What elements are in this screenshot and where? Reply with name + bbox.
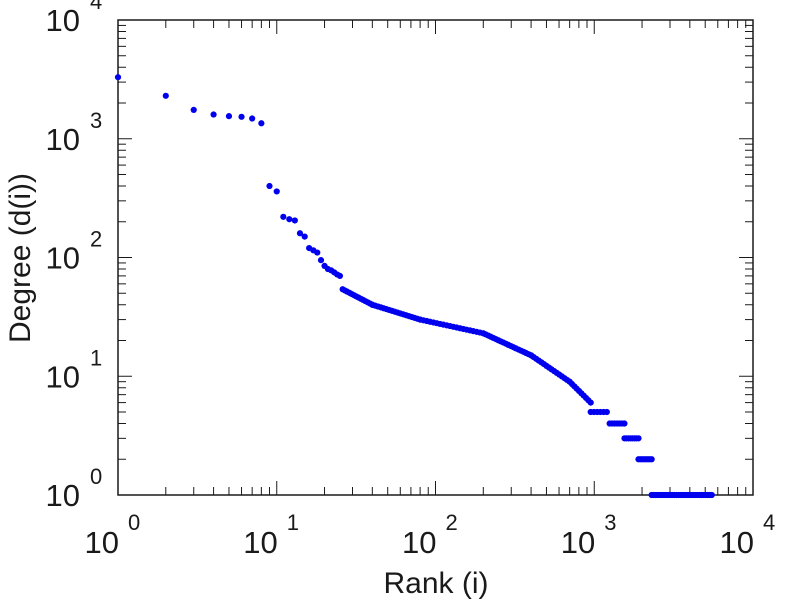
- data-point: [266, 182, 273, 190]
- data-point: [317, 257, 325, 264]
- y-tick-base: 10: [46, 359, 80, 394]
- y-tick-exponent: 0: [90, 464, 102, 489]
- data-point: [291, 217, 298, 224]
- x-tick-base: 10: [720, 525, 754, 560]
- y-tick-base: 10: [46, 478, 80, 513]
- data-point: [648, 456, 655, 463]
- data-point: [603, 408, 610, 416]
- x-tick-label: 10 4: [720, 510, 776, 560]
- x-tick-base: 10: [402, 525, 436, 560]
- y-tick-exponent: 3: [90, 108, 102, 133]
- data-point: [273, 188, 280, 195]
- plot-frame: [117, 19, 754, 496]
- data-point: [621, 420, 628, 427]
- y-tick-exponent: 2: [90, 227, 102, 252]
- y-tick-labels: 10 0 10 1 10 2 10 3 10 4: [46, 0, 103, 513]
- x-tick-exponent: 2: [446, 510, 458, 535]
- data-point: [708, 491, 715, 499]
- x-tick-labels: 10 0 10 1 10 2 10 3 10 4: [85, 510, 776, 560]
- y-tick-label: 10 0: [46, 464, 103, 513]
- data-point: [238, 113, 245, 120]
- data-point: [296, 230, 304, 237]
- data-point: [162, 92, 169, 99]
- x-tick-base: 10: [561, 525, 595, 560]
- data-point: [301, 233, 308, 240]
- y-axis-title: Degree (d(i)): [4, 173, 37, 343]
- y-tick-base: 10: [46, 3, 80, 38]
- data-point: [336, 272, 344, 279]
- x-tick-exponent: 0: [128, 510, 140, 535]
- y-tick-label: 10 1: [46, 345, 103, 394]
- y-tick-base: 10: [46, 241, 80, 276]
- y-tick-exponent: 1: [90, 345, 102, 370]
- x-tick-label: 10 3: [561, 510, 617, 560]
- data-point: [114, 74, 122, 81]
- data-point: [314, 249, 321, 256]
- x-tick-exponent: 4: [763, 510, 775, 535]
- data-point: [258, 120, 265, 127]
- y-tick-label: 10 2: [46, 227, 103, 276]
- y-tick-exponent: 4: [90, 0, 102, 14]
- data-point: [190, 106, 197, 113]
- y-tick-label: 10 3: [46, 108, 103, 157]
- x-tick-label: 10 1: [243, 510, 299, 560]
- x-tick-base: 10: [243, 525, 277, 560]
- x-tick-label: 10 0: [85, 510, 141, 560]
- data-point: [587, 399, 594, 406]
- data-point: [249, 115, 256, 122]
- data-point: [286, 216, 293, 223]
- data-point: [635, 435, 642, 442]
- x-tick-exponent: 3: [604, 510, 616, 535]
- data-point: [280, 213, 287, 220]
- data-point: [225, 113, 233, 120]
- x-tick-base: 10: [85, 525, 119, 560]
- data-point: [210, 111, 217, 118]
- x-tick-label: 10 2: [402, 510, 458, 560]
- x-axis-title: Rank (i): [383, 567, 488, 600]
- y-tick-label: 10 4: [46, 0, 103, 38]
- x-tick-exponent: 1: [287, 510, 299, 535]
- axis-ticks: [117, 19, 754, 496]
- y-tick-base: 10: [46, 122, 80, 157]
- data-points: [114, 74, 715, 499]
